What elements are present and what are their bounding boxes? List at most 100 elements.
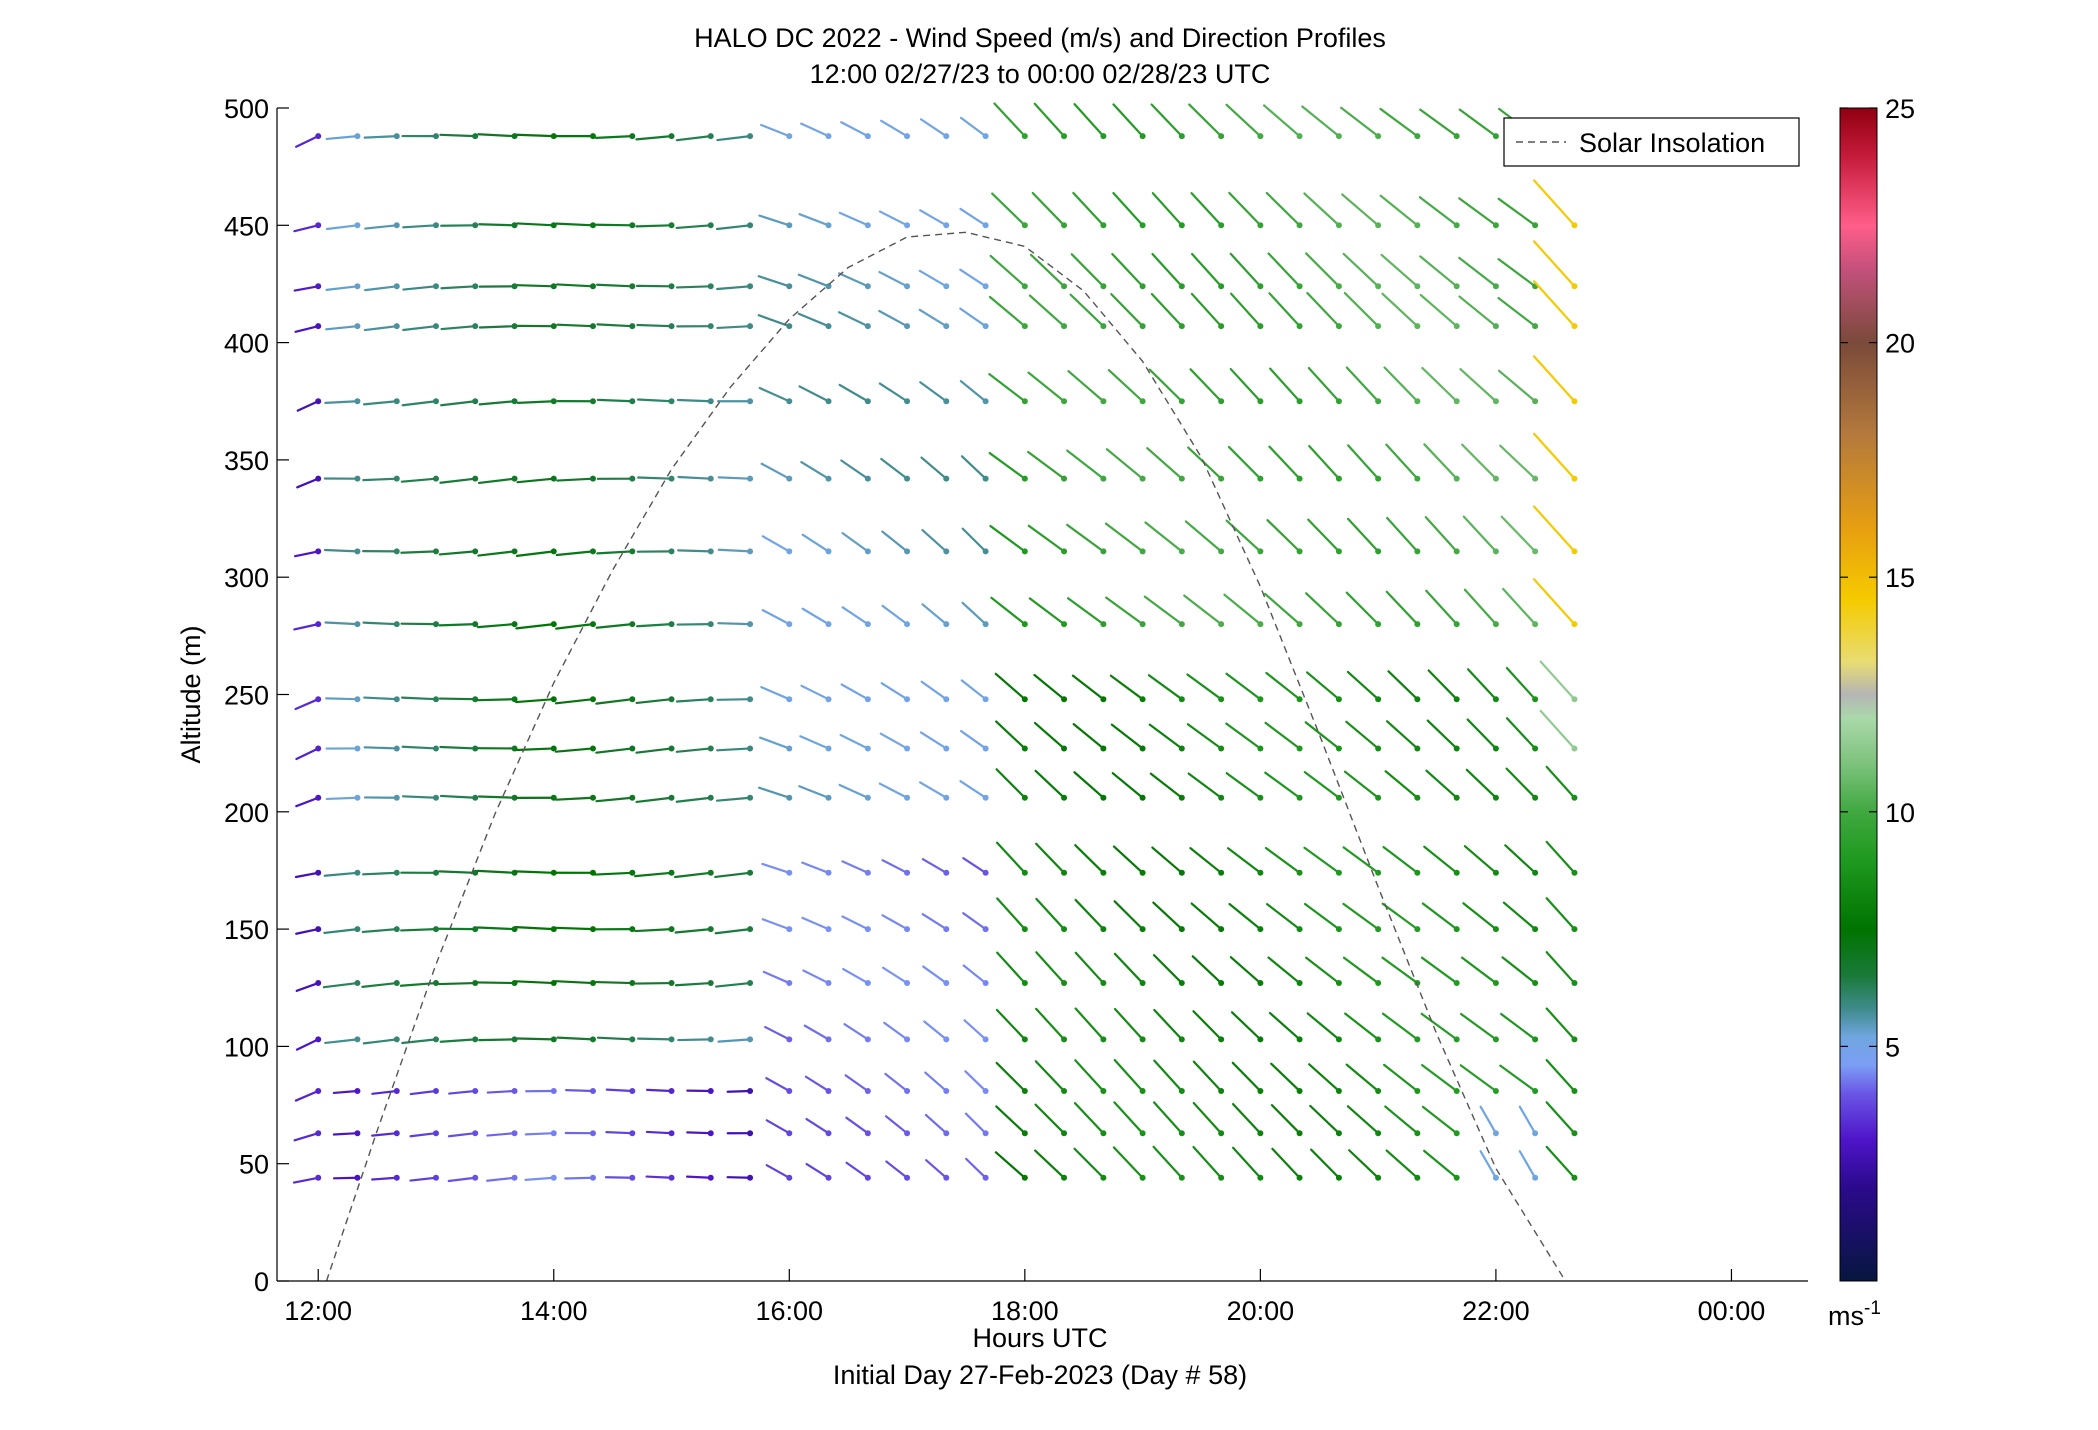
- wind-point: [1257, 1088, 1263, 1094]
- wind-point: [786, 283, 792, 289]
- wind-point: [1022, 926, 1028, 932]
- wind-point: [1061, 1036, 1067, 1042]
- wind-vector: [1194, 1103, 1221, 1133]
- wind-vector: [1076, 1009, 1104, 1040]
- wind-point: [1022, 548, 1028, 554]
- wind-vector: [1145, 597, 1182, 624]
- wind-point: [1454, 222, 1460, 228]
- wind-vector: [1534, 579, 1574, 624]
- wind-point: [1532, 1088, 1538, 1094]
- wind-vector: [677, 136, 711, 140]
- wind-vector: [598, 324, 633, 326]
- wind-vector: [965, 1071, 985, 1091]
- wind-vector: [1154, 1102, 1182, 1133]
- wind-vector: [637, 225, 672, 226]
- wind-point: [1454, 1088, 1460, 1094]
- wind-point: [826, 1130, 832, 1136]
- legend-entry-solar-insolation: Solar Insolation: [1579, 128, 1765, 158]
- wind-vector: [717, 326, 750, 328]
- wind-vector: [964, 966, 986, 984]
- wind-vector: [1308, 520, 1339, 552]
- wind-point: [590, 398, 596, 404]
- wind-vector: [479, 1039, 514, 1040]
- wind-vector: [403, 286, 436, 289]
- wind-vector: [717, 136, 750, 140]
- wind-point: [904, 476, 910, 482]
- wind-vector: [1424, 847, 1456, 873]
- wind-point: [826, 795, 832, 801]
- wind-point: [512, 398, 518, 404]
- wind-vector: [558, 1038, 593, 1040]
- wind-point: [1100, 283, 1106, 289]
- wind-vector: [1384, 1065, 1417, 1091]
- wind-point: [551, 548, 557, 554]
- wind-point: [433, 222, 439, 228]
- wind-vector: [923, 859, 946, 873]
- wind-vector: [1153, 193, 1182, 225]
- wind-point: [708, 1175, 714, 1181]
- wind-vector: [1547, 1009, 1575, 1040]
- wind-point: [1297, 1175, 1303, 1181]
- wind-vector: [1193, 956, 1221, 983]
- wind-vector: [296, 798, 318, 806]
- wind-point: [1100, 1175, 1106, 1181]
- wind-vector: [636, 136, 671, 139]
- wind-vector: [687, 1132, 710, 1133]
- wind-vector: [556, 748, 593, 751]
- wind-point: [629, 795, 635, 801]
- wind-point: [1571, 870, 1577, 876]
- wind-vector: [1075, 845, 1103, 873]
- wind-vector: [841, 122, 868, 136]
- wind-vector: [1153, 254, 1182, 286]
- wind-vector: [1462, 445, 1496, 479]
- wind-vector: [716, 983, 750, 987]
- wind-point: [1454, 1130, 1460, 1136]
- wind-point: [433, 621, 439, 627]
- wind-vector: [1106, 598, 1142, 624]
- wind-point: [354, 1175, 360, 1181]
- wind-vector: [402, 698, 436, 700]
- wind-point: [394, 745, 400, 751]
- wind-vector: [596, 748, 632, 752]
- wind-vector: [1229, 193, 1260, 225]
- wind-vector: [1309, 446, 1339, 479]
- wind-vector: [296, 136, 318, 147]
- wind-point: [1297, 621, 1303, 627]
- wind-vector: [920, 310, 947, 326]
- wind-vector: [1547, 842, 1575, 873]
- wind-point: [943, 283, 949, 289]
- wind-point: [865, 1130, 871, 1136]
- wind-vector: [480, 326, 515, 327]
- wind-point: [865, 795, 871, 801]
- wind-point: [786, 870, 792, 876]
- wind-barbs: [294, 104, 1577, 1183]
- wind-vector: [606, 1177, 632, 1178]
- wind-vector: [1459, 198, 1496, 225]
- wind-point: [1140, 1036, 1146, 1042]
- wind-vector: [882, 683, 907, 699]
- wind-vector: [1304, 193, 1339, 225]
- wind-point: [747, 283, 753, 289]
- wind-vector: [1309, 1064, 1339, 1091]
- wind-point: [904, 548, 910, 554]
- solar-insolation-curve: [327, 232, 1566, 1281]
- wind-vector: [1231, 294, 1260, 326]
- wind-point: [669, 870, 675, 876]
- wind-point: [1375, 870, 1381, 876]
- wind-vector: [1500, 1066, 1535, 1091]
- wind-vector: [845, 1024, 868, 1039]
- wind-point: [1297, 1130, 1303, 1136]
- wind-vector: [1344, 958, 1378, 983]
- wind-point: [1414, 926, 1420, 932]
- wind-point: [708, 283, 714, 289]
- wind-point: [354, 398, 360, 404]
- wind-point: [904, 1130, 910, 1136]
- wind-vector: [996, 674, 1025, 699]
- wind-point: [1218, 476, 1224, 482]
- wind-vector: [1341, 108, 1378, 136]
- wind-point: [1100, 323, 1106, 329]
- wind-point: [315, 745, 321, 751]
- wind-point: [315, 980, 321, 986]
- wind-point: [1179, 476, 1185, 482]
- wind-vector: [961, 381, 986, 401]
